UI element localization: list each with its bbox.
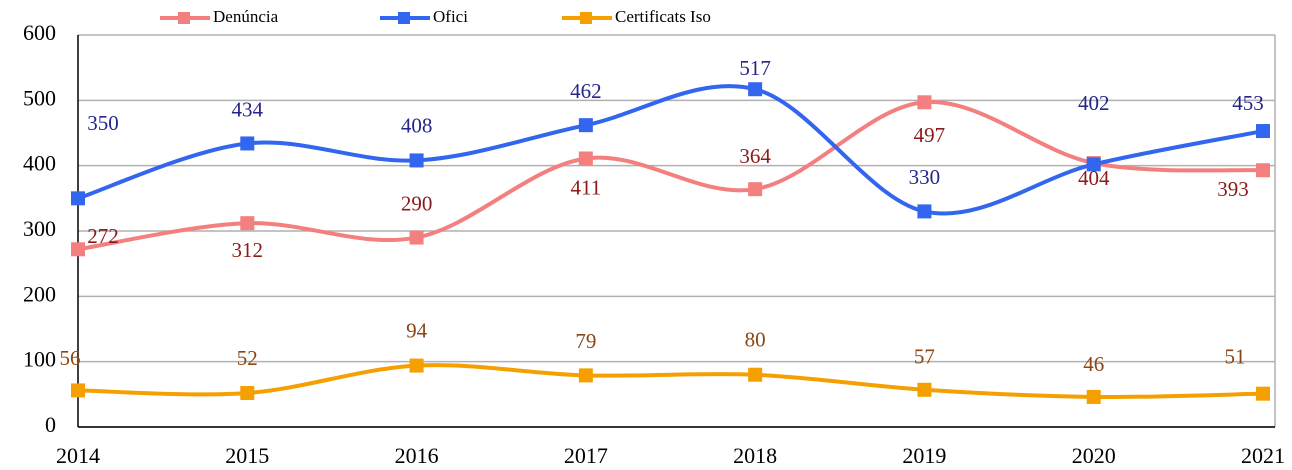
y-tick-label: 100 — [23, 347, 56, 372]
data-label: 51 — [1225, 344, 1246, 368]
marker — [578, 151, 593, 166]
series-line — [77, 84, 1264, 216]
legend-label: Ofici — [433, 7, 468, 26]
marker — [240, 216, 255, 231]
x-tick-label: 2017 — [564, 443, 608, 468]
marker — [1086, 157, 1101, 172]
series-line — [77, 363, 1264, 400]
y-tick-label: 0 — [45, 412, 56, 437]
data-label: 272 — [87, 224, 119, 248]
data-label: 79 — [575, 329, 596, 353]
data-label: 462 — [570, 79, 602, 103]
data-label: 80 — [745, 328, 766, 352]
data-label: 94 — [406, 318, 428, 342]
marker — [1256, 386, 1270, 401]
y-tick-label: 200 — [23, 281, 56, 306]
data-label: 434 — [232, 97, 264, 121]
data-label: 404 — [1078, 166, 1110, 190]
data-label: 46 — [1083, 352, 1104, 376]
y-tick-label: 300 — [23, 216, 56, 241]
marker — [1256, 124, 1270, 139]
legend-label: Certificats Iso — [615, 7, 711, 26]
y-tick-label: 500 — [23, 85, 56, 110]
marker — [71, 242, 85, 257]
marker — [409, 230, 424, 245]
marker — [917, 204, 932, 219]
data-label: 364 — [739, 144, 771, 168]
data-label: 408 — [401, 113, 433, 137]
data-label: 312 — [232, 238, 264, 262]
marker — [71, 191, 85, 206]
data-label: 290 — [401, 191, 433, 215]
data-label: 330 — [909, 165, 941, 189]
marker — [240, 136, 255, 151]
x-tick-label: 2018 — [733, 443, 777, 468]
data-label: 402 — [1078, 91, 1110, 115]
marker — [748, 182, 763, 197]
legend-marker — [398, 12, 410, 24]
x-tick-label: 2021 — [1241, 443, 1285, 468]
marker — [240, 386, 255, 401]
x-tick-label: 2016 — [395, 443, 439, 468]
series-line — [77, 100, 1264, 252]
marker — [409, 153, 424, 168]
data-label: 57 — [914, 345, 935, 369]
legend-marker — [580, 12, 592, 24]
marker — [1256, 163, 1270, 178]
data-label: 393 — [1217, 177, 1249, 201]
marker — [917, 95, 932, 110]
data-label: 497 — [914, 123, 946, 147]
data-label: 517 — [739, 56, 771, 80]
x-tick-label: 2015 — [225, 443, 269, 468]
marker — [409, 358, 424, 373]
legend-marker — [178, 12, 190, 24]
y-tick-label: 600 — [23, 20, 56, 45]
x-tick-label: 2020 — [1072, 443, 1116, 468]
data-label: 52 — [237, 346, 258, 370]
data-label: 453 — [1232, 91, 1264, 115]
marker — [71, 383, 85, 398]
legend-label: Denúncia — [213, 7, 279, 26]
data-label: 411 — [570, 175, 601, 199]
marker — [578, 368, 593, 383]
marker — [748, 367, 763, 382]
data-label: 350 — [87, 111, 119, 135]
x-tick-label: 2019 — [902, 443, 946, 468]
data-label: 56 — [60, 346, 81, 370]
marker — [578, 118, 593, 133]
marker — [917, 382, 932, 397]
x-tick-label: 2014 — [56, 443, 100, 468]
marker — [748, 82, 763, 97]
y-tick-label: 400 — [23, 151, 56, 176]
marker — [1086, 389, 1101, 404]
